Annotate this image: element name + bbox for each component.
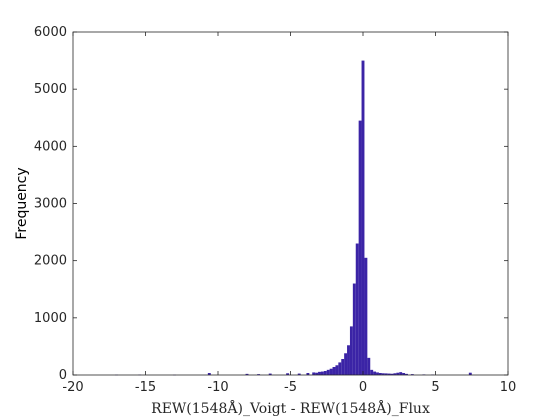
x-tick-label: -15 [135, 380, 156, 395]
x-tick-label: -20 [62, 380, 83, 395]
histogram-bar [347, 345, 350, 375]
histogram-bar [393, 373, 397, 375]
histogram-bar [364, 257, 368, 375]
x-tick-label: 5 [431, 380, 439, 395]
plot-frame [72, 31, 509, 376]
histogram-bar [376, 372, 379, 375]
histogram-bar [387, 373, 391, 375]
x-axis-label: REW(1548Å)_Voigt - REW(1548Å)_Flux [151, 399, 430, 417]
histogram-bar [390, 373, 394, 375]
histogram-bar [306, 372, 310, 375]
histogram-bar [257, 374, 261, 375]
histogram-bar [373, 371, 377, 375]
histogram-bar [344, 353, 348, 375]
histogram-bar [297, 373, 301, 375]
x-tick-label: 0 [359, 380, 367, 395]
histogram-bar [399, 372, 403, 375]
histogram-bars [115, 60, 472, 376]
histogram-bar [207, 372, 211, 375]
y-tick-label: 5000 [34, 82, 67, 97]
histogram-bar [286, 373, 290, 375]
y-tick-label: 1000 [34, 311, 67, 326]
histogram-bar [405, 373, 408, 375]
histogram-bar [378, 372, 382, 375]
x-tick-label: -5 [284, 380, 297, 395]
histogram-bar [329, 368, 333, 375]
histogram-bar [320, 371, 324, 375]
histogram-bar [323, 370, 327, 375]
histogram-bar [358, 120, 362, 375]
histogram-bar [326, 369, 330, 375]
y-tick-label: 0 [59, 368, 67, 383]
histogram-bar [468, 372, 472, 375]
y-tick-label: 3000 [34, 197, 67, 212]
y-axis: 0 1000 2000 3000 4000 5000 6000 [34, 25, 508, 383]
histogram-bar [384, 373, 388, 375]
histogram-bar [361, 60, 365, 375]
histogram-bar [341, 358, 345, 375]
histogram-bar [352, 283, 356, 375]
histogram-bar [410, 374, 414, 375]
histogram-bar [245, 373, 249, 375]
histogram-bar [338, 362, 342, 375]
histogram-bar [381, 373, 385, 375]
y-axis-label: Frequency [14, 167, 30, 239]
y-tick-label: 4000 [34, 139, 67, 154]
x-tick-label: -10 [207, 380, 228, 395]
histogram-bar [349, 326, 353, 375]
histogram-bar [335, 365, 339, 375]
histogram-bar [318, 371, 321, 375]
histogram-bar [315, 372, 319, 375]
histogram-bar [367, 357, 371, 375]
x-axis: -20 -15 -10 -5 0 5 10 [62, 32, 516, 395]
histogram-bar [355, 243, 359, 375]
histogram-bar [312, 372, 316, 375]
histogram-bar [396, 372, 400, 375]
y-tick-label: 6000 [34, 25, 67, 40]
histogram-bar [402, 372, 406, 375]
x-tick-label: 10 [500, 380, 517, 395]
histogram-bar [332, 366, 336, 375]
histogram-bar [370, 369, 374, 375]
y-tick-label: 2000 [34, 254, 67, 269]
histogram-bar [268, 373, 272, 375]
